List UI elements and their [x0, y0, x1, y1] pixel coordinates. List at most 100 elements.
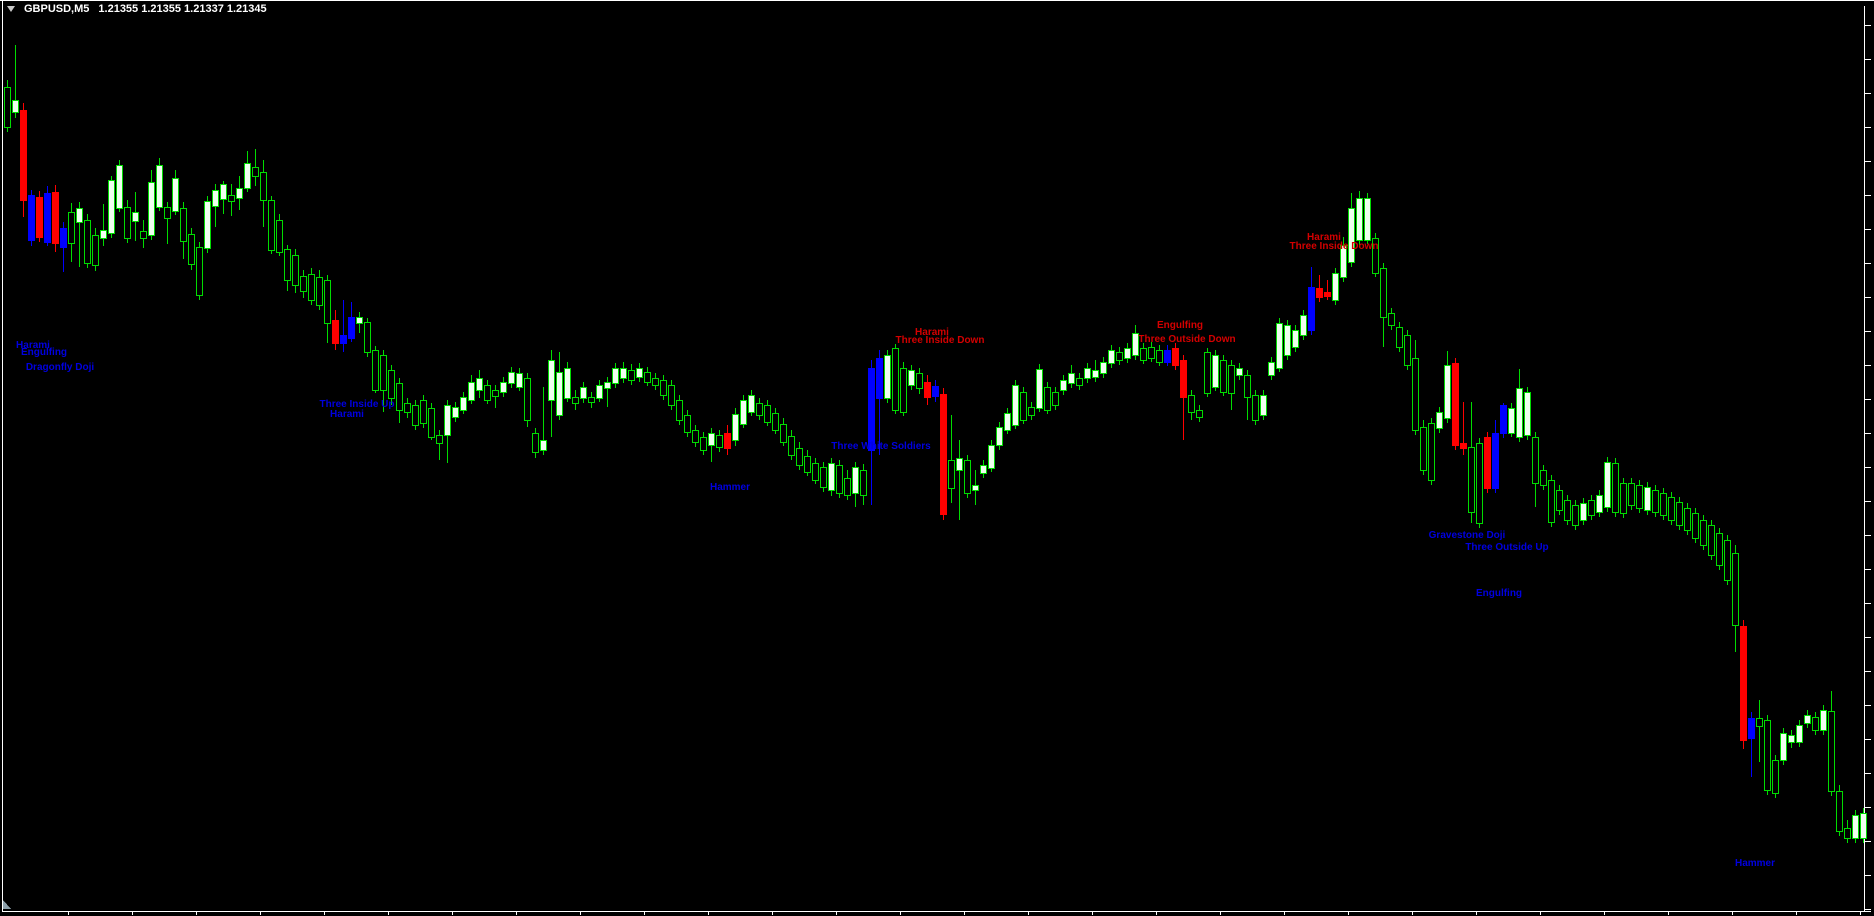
candle — [1812, 717, 1819, 731]
candle — [1732, 553, 1739, 626]
candle — [684, 415, 691, 433]
candle — [804, 456, 811, 473]
candle — [644, 372, 651, 383]
candle — [1204, 352, 1211, 394]
candle — [492, 390, 499, 397]
candle — [1116, 352, 1123, 361]
candle — [724, 433, 731, 449]
candle — [468, 382, 475, 401]
candle — [612, 368, 619, 384]
candle — [1076, 378, 1083, 386]
candle — [1668, 497, 1675, 521]
candle — [1060, 380, 1067, 391]
candle — [1372, 238, 1379, 274]
candle — [1548, 480, 1555, 523]
candle — [132, 212, 139, 222]
candle — [1724, 540, 1731, 581]
candle — [812, 463, 819, 481]
candle — [1428, 423, 1435, 481]
candle — [1108, 350, 1115, 364]
pattern-label: Engulfing — [20, 347, 68, 358]
candle — [1660, 493, 1667, 516]
candle — [1564, 500, 1571, 521]
candle — [1540, 470, 1547, 486]
candle — [1620, 483, 1627, 514]
candle — [308, 274, 315, 301]
chevron-down-icon[interactable] — [7, 6, 15, 12]
candle — [852, 467, 859, 494]
candle — [548, 360, 555, 401]
pattern-label: Gravestone Doji — [1428, 530, 1506, 541]
candle — [924, 382, 931, 398]
candle — [1324, 292, 1331, 297]
candle — [12, 100, 19, 113]
candle — [20, 110, 27, 201]
candle — [244, 163, 251, 189]
candle — [564, 368, 571, 399]
candle — [532, 433, 539, 453]
candle — [1308, 287, 1315, 331]
candle — [1652, 490, 1659, 513]
candle — [540, 440, 547, 451]
candle — [1444, 365, 1451, 419]
candle — [1772, 760, 1779, 794]
candle — [1676, 502, 1683, 526]
candle — [420, 400, 427, 424]
candle — [1028, 407, 1035, 416]
candle — [652, 378, 659, 386]
candle — [1644, 487, 1651, 511]
candle — [748, 395, 755, 413]
candle — [412, 405, 419, 426]
candle — [364, 322, 371, 353]
candle — [1532, 437, 1539, 484]
candle — [108, 180, 115, 234]
candle — [1244, 375, 1251, 398]
candle — [1580, 503, 1587, 521]
candle — [916, 373, 923, 389]
candle — [260, 172, 267, 201]
candle — [708, 433, 715, 446]
candle — [300, 276, 307, 292]
pattern-label: Harami — [330, 409, 364, 420]
candle — [572, 397, 579, 404]
candles-layer — [4, 45, 1867, 843]
candle — [1828, 711, 1835, 792]
candle — [1604, 462, 1611, 508]
price-axis — [1864, 6, 1871, 911]
candle — [180, 208, 187, 242]
candle — [676, 400, 683, 421]
candle — [1100, 362, 1107, 374]
pattern-label: Hammer — [1734, 858, 1776, 869]
candle — [1252, 395, 1259, 421]
candle — [1132, 333, 1139, 356]
time-axis — [2, 911, 1871, 915]
candle — [1332, 273, 1339, 301]
candle — [1804, 715, 1811, 724]
candle — [460, 397, 467, 411]
candle — [1860, 813, 1867, 839]
candle — [1836, 791, 1843, 832]
pattern-label: Three Inside Up — [319, 399, 395, 410]
candle — [788, 436, 795, 456]
candle — [188, 234, 195, 265]
candle — [1820, 710, 1827, 731]
candle — [820, 467, 827, 488]
candle — [1500, 405, 1507, 434]
symbol-label: GBPUSD,M5 — [24, 3, 90, 15]
candle — [1268, 362, 1275, 376]
candle — [668, 385, 675, 406]
candle — [1412, 358, 1419, 431]
candle — [620, 368, 627, 379]
candle — [1188, 395, 1195, 413]
candle — [1692, 513, 1699, 539]
candle — [1292, 330, 1299, 348]
candle — [1628, 483, 1635, 506]
candle — [1084, 368, 1091, 379]
candle — [452, 407, 459, 418]
candle — [828, 463, 835, 491]
candle — [92, 235, 99, 266]
pattern-label: Three Inside Down — [895, 335, 985, 346]
candle — [972, 485, 979, 491]
